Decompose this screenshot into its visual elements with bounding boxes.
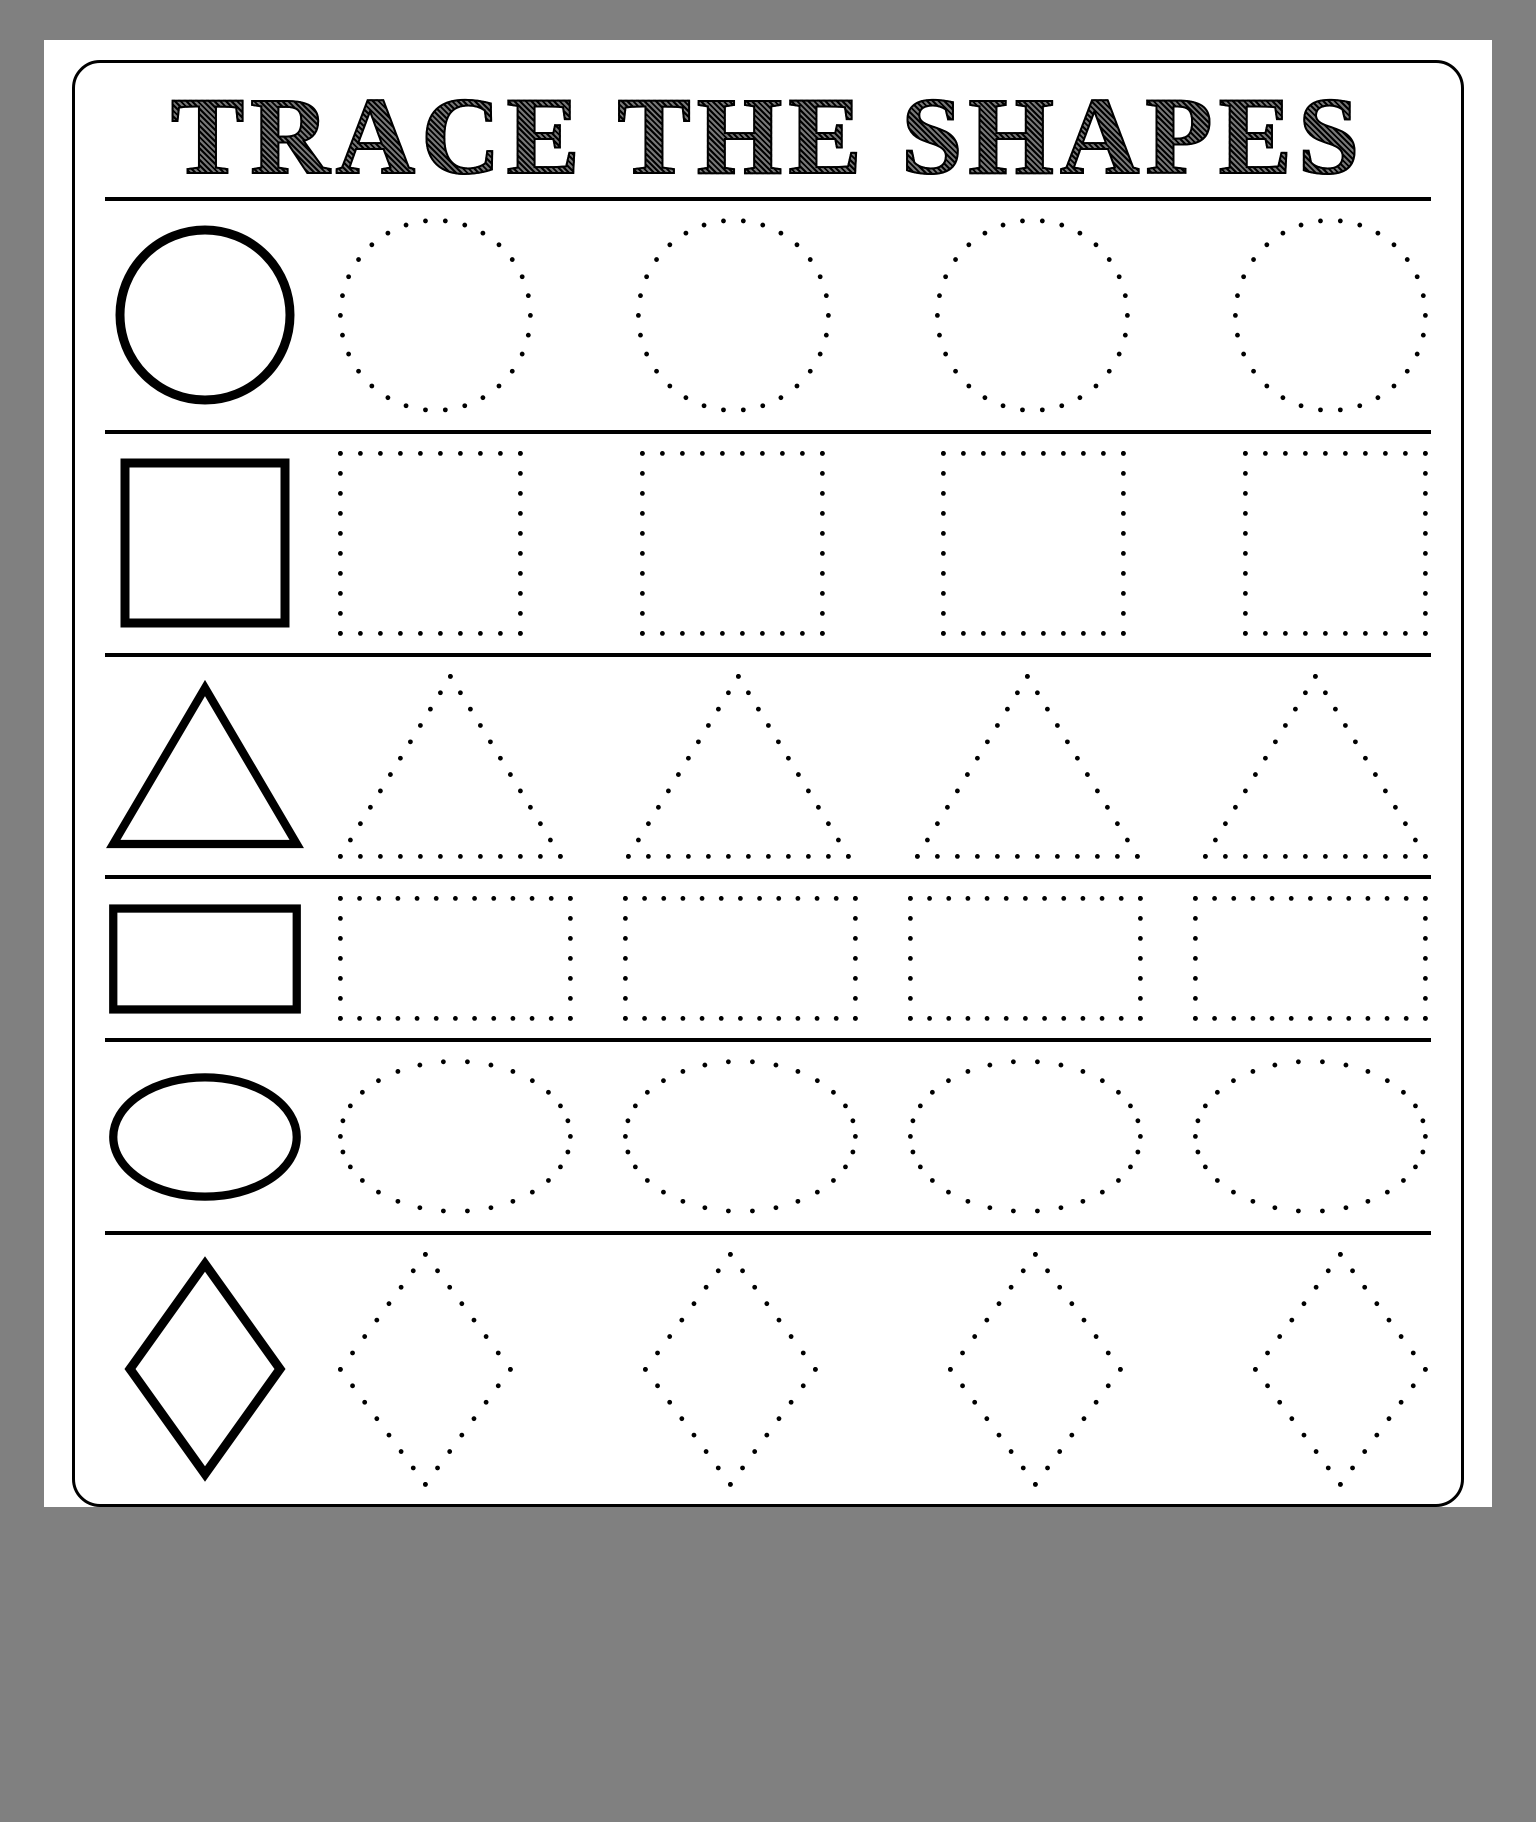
diamond-traces xyxy=(335,1249,1431,1490)
circle-trace xyxy=(1230,215,1431,416)
triangle-trace xyxy=(623,671,854,862)
circle-trace xyxy=(932,215,1133,416)
shape-row-oval xyxy=(105,1042,1431,1231)
oval-traces xyxy=(335,1056,1431,1217)
square-trace xyxy=(938,448,1129,639)
circle-trace xyxy=(335,215,536,416)
diamond-trace xyxy=(640,1249,821,1490)
circle-solid xyxy=(105,221,305,409)
shape-row-circle xyxy=(105,201,1431,430)
rectangle-trace xyxy=(905,893,1146,1024)
oval-trace xyxy=(1190,1056,1431,1217)
oval-trace xyxy=(620,1056,861,1217)
square-trace xyxy=(1240,448,1431,639)
rectangle-traces xyxy=(335,893,1431,1024)
square-trace xyxy=(637,448,828,639)
circle-traces xyxy=(335,215,1431,416)
diamond-trace xyxy=(945,1249,1126,1490)
triangle-traces xyxy=(335,671,1431,862)
square-trace xyxy=(335,448,526,639)
triangle-solid xyxy=(105,672,305,860)
diamond-trace xyxy=(335,1249,516,1490)
rectangle-trace xyxy=(1190,893,1431,1024)
circle-trace xyxy=(633,215,834,416)
rows-container xyxy=(105,201,1431,1504)
worksheet-page: TRACE THE SHAPES xyxy=(44,40,1492,1507)
square-traces xyxy=(335,448,1431,639)
worksheet-title: TRACE THE SHAPES xyxy=(105,81,1431,191)
rectangle-solid xyxy=(105,895,305,1023)
shape-row-rectangle xyxy=(105,879,1431,1038)
square-solid xyxy=(105,454,305,632)
diamond-solid xyxy=(105,1255,305,1483)
triangle-trace xyxy=(1200,671,1431,862)
oval-solid xyxy=(105,1063,305,1211)
triangle-trace xyxy=(335,671,566,862)
oval-trace xyxy=(905,1056,1146,1217)
triangle-trace xyxy=(912,671,1143,862)
shape-row-square xyxy=(105,434,1431,653)
rectangle-trace xyxy=(620,893,861,1024)
worksheet-frame: TRACE THE SHAPES xyxy=(72,60,1464,1507)
diamond-trace xyxy=(1250,1249,1431,1490)
oval-trace xyxy=(335,1056,576,1217)
shape-row-triangle xyxy=(105,657,1431,876)
shape-row-diamond xyxy=(105,1235,1431,1504)
rectangle-trace xyxy=(335,893,576,1024)
